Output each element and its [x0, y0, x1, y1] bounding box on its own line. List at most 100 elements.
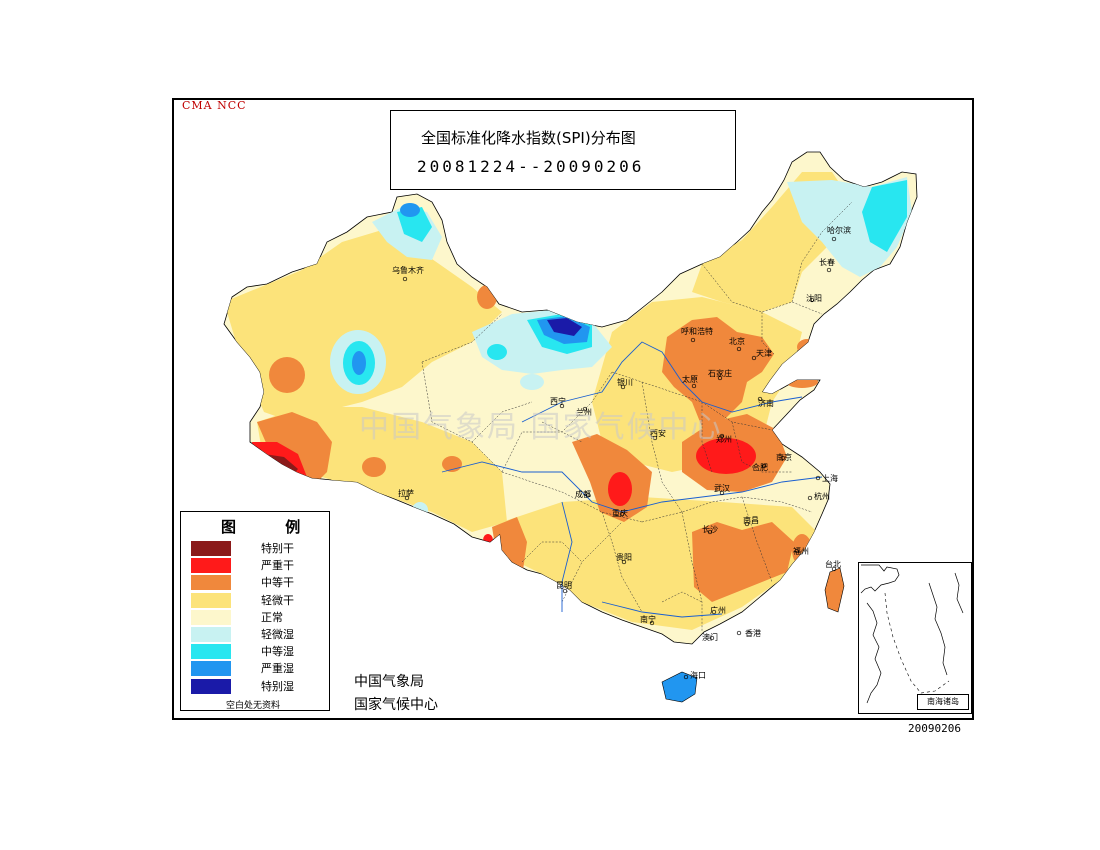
taiwan-island — [824, 567, 845, 613]
map-frame: 乌鲁木齐 哈尔滨 长春 沈阳 呼和浩特 北京 天津 太原 石家庄 银川 西宁 兰… — [172, 98, 974, 720]
legend-label: 轻微干 — [261, 593, 294, 607]
svg-text:长沙: 长沙 — [702, 524, 718, 534]
city-changsha: 长沙 — [702, 524, 718, 535]
inset-coastline-3 — [928, 582, 948, 676]
inset-coastline — [860, 564, 900, 594]
zone-severe-wet-heilongjiang — [716, 195, 744, 223]
city-beijing: 北京 — [729, 336, 745, 352]
svg-text:乌鲁木齐: 乌鲁木齐 — [392, 265, 424, 275]
city-markers: 乌鲁木齐 哈尔滨 长春 沈阳 呼和浩特 北京 天津 太原 石家庄 银川 西宁 兰… — [392, 225, 851, 680]
legend-swatch — [191, 678, 231, 694]
legend-note: 空白处无资料 — [226, 701, 281, 711]
legend-item: 特别湿 — [191, 678, 327, 694]
svg-text:南昌: 南昌 — [743, 515, 759, 525]
city-taiyuan: 太原 — [682, 374, 698, 389]
legend-item: 严重干 — [191, 558, 327, 574]
south-china-sea-inset: 南海诸岛 — [858, 562, 972, 714]
svg-text:石家庄: 石家庄 — [708, 368, 732, 378]
city-jinan: 济南 — [757, 396, 774, 408]
city-shanghai: 上海 — [815, 473, 838, 483]
zone-moderate-dry-qinghai-spot — [362, 457, 386, 477]
city-hohhot: 呼和浩特 — [681, 326, 713, 343]
city-lhasa: 拉萨 — [398, 488, 414, 501]
city-haikou: 海口 — [683, 670, 706, 680]
legend-item: 特别干 — [191, 541, 327, 556]
svg-text:太原: 太原 — [682, 374, 698, 384]
spi-map: 乌鲁木齐 哈尔滨 长春 沈阳 呼和浩特 北京 天津 太原 石家庄 银川 西宁 兰… — [223, 151, 918, 703]
city-lanzhou: 兰州 — [576, 406, 592, 417]
city-taipei: 台北 — [825, 559, 841, 572]
zone-slight-wet-tibet — [412, 502, 428, 518]
agency-name: 中国气象局 — [354, 674, 424, 690]
zone-moderate-dry-xinjiang-east — [477, 285, 497, 309]
city-guangzhou: 广州 — [710, 605, 726, 615]
svg-text:广州: 广州 — [710, 605, 726, 615]
legend-item: 严重湿 — [191, 661, 327, 677]
zone-moderate-dry-shandong — [786, 376, 818, 388]
svg-text:贵阳: 贵阳 — [616, 552, 632, 562]
city-guiyang: 贵阳 — [616, 552, 632, 565]
city-shijiazhuang: 石家庄 — [708, 368, 732, 381]
city-hefei: 合肥 — [752, 462, 768, 472]
zone-moderate-dry-xinjiang-spot — [269, 357, 305, 393]
svg-text:昆明: 昆明 — [556, 581, 572, 590]
inset-coastline-2 — [866, 602, 882, 704]
title-box: 全国标准化降水指数(SPI)分布图 20081224--20090206 — [390, 110, 736, 190]
zone-severe-dry-liaoning-tip — [802, 348, 810, 360]
city-xian: 西安 — [650, 428, 666, 441]
svg-text:南宁: 南宁 — [640, 614, 656, 624]
legend-swatch — [191, 627, 231, 642]
city-harbin: 哈尔滨 — [827, 225, 851, 242]
zone-severe-dry-yunnan-tip — [483, 534, 493, 546]
map-title: 全国标准化降水指数(SPI)分布图 — [421, 129, 636, 147]
svg-text:长春: 长春 — [819, 257, 835, 267]
zone-severe-dry-henan — [696, 438, 756, 474]
svg-text:兰州: 兰州 — [576, 407, 592, 417]
legend-label: 特别湿 — [261, 679, 294, 693]
svg-text:福州: 福州 — [793, 547, 809, 556]
legend-swatch — [191, 558, 231, 574]
cma-ncc-mark: CMA NCC — [182, 99, 247, 112]
legend-item: 轻微干 — [191, 592, 327, 608]
legend-title: 图 例 — [221, 518, 323, 536]
zone-severe-wet-xinjiang-north — [400, 203, 420, 217]
svg-text:武汉: 武汉 — [714, 483, 730, 493]
inset-dashed-line — [884, 592, 950, 694]
zone-moderate-wet-gansu — [487, 344, 507, 360]
legend-item: 中等干 — [191, 575, 327, 591]
city-changchun: 长春 — [819, 257, 835, 273]
svg-text:拉萨: 拉萨 — [398, 488, 414, 498]
svg-text:北京: 北京 — [729, 336, 745, 346]
svg-text:海口: 海口 — [690, 670, 706, 680]
legend-swatch — [191, 575, 231, 591]
zone-moderate-wet-northeast — [862, 180, 907, 252]
city-wuhan: 武汉 — [714, 483, 730, 496]
city-tianjin: 天津 — [751, 348, 772, 361]
legend-swatch — [191, 661, 231, 677]
city-urumqi: 乌鲁木齐 — [392, 265, 424, 282]
svg-text:重庆: 重庆 — [612, 508, 628, 518]
center-name: 国家气候中心 — [354, 697, 438, 713]
city-nanning: 南宁 — [640, 614, 656, 626]
inset-label: 南海诸岛 — [917, 694, 969, 710]
map-period: 20081224--20090206 — [417, 157, 645, 176]
legend-item: 正常 — [191, 609, 327, 625]
hainan-island — [661, 671, 698, 703]
zone-moderate-dry-liaoning — [797, 339, 817, 355]
legend-label: 严重干 — [261, 559, 294, 573]
city-shenyang: 沈阳 — [806, 293, 822, 303]
svg-text:杭州: 杭州 — [814, 491, 830, 501]
svg-text:西宁: 西宁 — [550, 396, 566, 406]
zone-extreme-wet-heilongjiang — [720, 201, 734, 219]
city-hongkong: 香港 — [736, 628, 761, 638]
legend-label: 正常 — [261, 610, 283, 624]
inset-map — [860, 564, 964, 704]
legend-label: 特别干 — [261, 542, 294, 555]
svg-text:南京: 南京 — [776, 452, 792, 462]
legend-swatch — [191, 609, 231, 625]
svg-text:合肥: 合肥 — [752, 462, 768, 472]
svg-text:澳门: 澳门 — [702, 632, 718, 642]
svg-text:沈阳: 沈阳 — [806, 293, 822, 303]
svg-text:上海: 上海 — [822, 473, 838, 483]
zone-severe-dry-sichuan — [608, 472, 632, 506]
